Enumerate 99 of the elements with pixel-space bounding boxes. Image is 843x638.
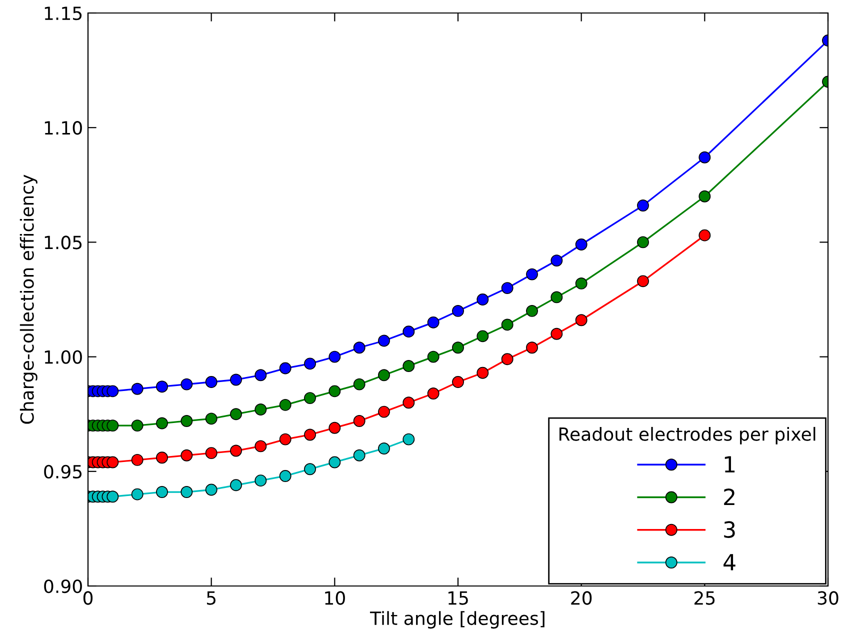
- point: [106, 490, 119, 503]
- point: [637, 200, 649, 212]
- point: [156, 380, 168, 393]
- point: [353, 449, 366, 462]
- point: [205, 376, 218, 388]
- point: [402, 326, 415, 338]
- point: [353, 342, 366, 354]
- point: [304, 358, 316, 370]
- point: [230, 408, 242, 420]
- y-tick-label: 1.15: [44, 6, 82, 20]
- point: [180, 378, 193, 390]
- point: [378, 442, 390, 454]
- point: [402, 433, 415, 446]
- point: [476, 366, 489, 379]
- point: [637, 275, 649, 288]
- x-tick-label: 30: [818, 591, 838, 605]
- point: [526, 268, 538, 280]
- y-tick-label: 1.05: [44, 236, 82, 250]
- point: [353, 378, 366, 390]
- point: [230, 479, 242, 492]
- legend-label: 2: [724, 488, 734, 506]
- x-axis-title: Tilt angle [degrees]: [370, 611, 544, 629]
- point: [254, 440, 267, 452]
- point: [328, 385, 341, 398]
- point: [131, 454, 144, 466]
- x-tick-label: 10: [325, 591, 345, 605]
- point: [106, 385, 119, 398]
- point: [254, 369, 267, 382]
- point: [304, 428, 316, 441]
- point: [230, 444, 242, 457]
- y-tick-label: 1.00: [44, 350, 82, 364]
- point: [575, 238, 588, 250]
- point: [328, 422, 341, 434]
- point: [180, 415, 193, 427]
- point: [698, 190, 711, 202]
- y-tick-label: 0.90: [44, 579, 82, 594]
- point: [378, 369, 390, 382]
- point: [378, 334, 390, 347]
- point: [501, 353, 514, 366]
- point: [353, 415, 366, 427]
- legend-title: Readout electrodes per pixel: [560, 426, 816, 444]
- point: [180, 449, 193, 462]
- point: [279, 398, 292, 411]
- x-tick-label: 25: [694, 591, 715, 605]
- point: [501, 282, 514, 294]
- point: [156, 486, 168, 498]
- point: [452, 376, 464, 388]
- x-tick-label: 5: [206, 591, 216, 605]
- point: [156, 452, 168, 464]
- point: [279, 433, 292, 446]
- y-tick-label: 0.95: [44, 464, 82, 479]
- point: [637, 236, 649, 248]
- point: [131, 420, 144, 432]
- point: [304, 392, 316, 404]
- point: [378, 406, 390, 418]
- point: [698, 229, 711, 242]
- point: [402, 396, 415, 409]
- point: [575, 277, 588, 290]
- point: [205, 447, 218, 460]
- point: [254, 474, 267, 487]
- legend-label: 1: [724, 456, 735, 472]
- point: [476, 294, 489, 306]
- x-tick-label: 0: [83, 591, 93, 605]
- point: [402, 360, 415, 372]
- y-tick-label: 1.10: [44, 121, 82, 135]
- point: [106, 456, 119, 468]
- x-tick-label: 20: [571, 591, 592, 605]
- point: [205, 412, 218, 425]
- x-tick-label: 15: [448, 591, 468, 605]
- point: [452, 304, 464, 317]
- point: [698, 151, 711, 164]
- point: [180, 486, 193, 498]
- point: [328, 350, 341, 363]
- point: [106, 420, 119, 432]
- point: [526, 304, 538, 317]
- point: [550, 291, 563, 304]
- point: [427, 387, 440, 400]
- point: [304, 463, 316, 476]
- point: [550, 328, 563, 340]
- legend-label: 3: [724, 521, 735, 538]
- point: [575, 314, 588, 326]
- point: [279, 470, 292, 482]
- point: [427, 350, 440, 363]
- y-axis-title: Charge-collection efficiency: [20, 174, 38, 424]
- point: [550, 254, 563, 267]
- point: [254, 404, 267, 416]
- point: [476, 330, 489, 342]
- point: [131, 382, 144, 395]
- legend-label: 4: [724, 554, 736, 570]
- point: [328, 456, 341, 468]
- point: [230, 374, 242, 386]
- point: [501, 318, 514, 331]
- point: [427, 316, 440, 328]
- point: [205, 484, 218, 496]
- point: [452, 342, 464, 354]
- point: [526, 342, 538, 354]
- point: [279, 362, 292, 374]
- point: [156, 417, 168, 430]
- point: [131, 488, 144, 500]
